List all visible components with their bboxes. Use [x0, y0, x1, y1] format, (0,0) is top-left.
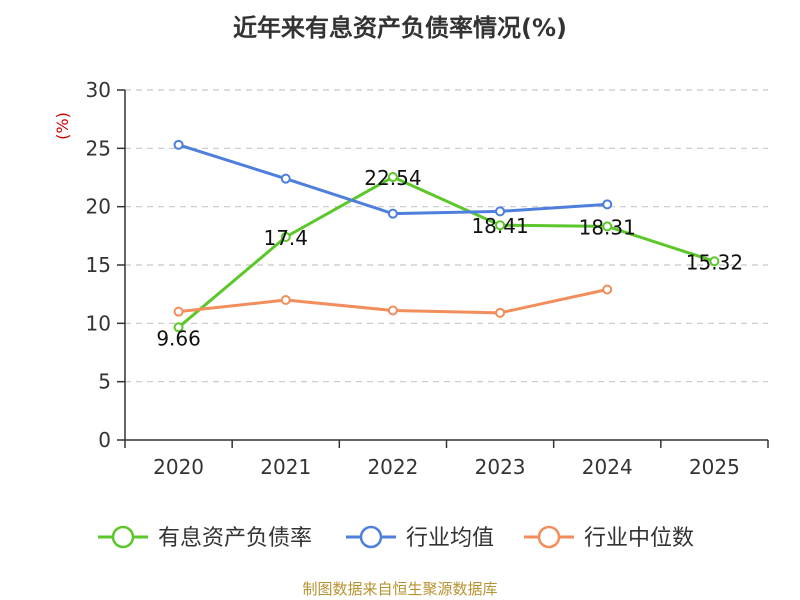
legend-label: 行业均值	[406, 526, 494, 551]
x-tick-label: 2024	[582, 455, 633, 479]
data-labels: 9.66 17.4 22.54 18.41 18.31 15.32	[156, 166, 743, 350]
data-label: 15.32	[686, 250, 743, 274]
x-tick-label: 2023	[475, 455, 526, 479]
y-tick-label: 15	[86, 253, 111, 277]
data-point	[602, 199, 613, 210]
data-label: 18.31	[579, 215, 636, 239]
x-tick-label: 2020	[153, 455, 204, 479]
data-point	[602, 221, 613, 232]
data-point	[387, 305, 398, 316]
data-point	[280, 232, 291, 242]
y-tick-label: 25	[86, 136, 111, 160]
x-tick-label: 2022	[367, 455, 418, 479]
legend-marker	[537, 525, 561, 549]
y-tick-label: 20	[86, 195, 111, 219]
data-point	[495, 307, 506, 318]
data-point	[495, 206, 506, 217]
legend: 有息资产负债率 行业均值 行业中位数	[98, 525, 694, 551]
data-point	[280, 295, 291, 305]
data-point	[173, 322, 184, 333]
data-point	[387, 172, 398, 183]
data-point	[602, 284, 613, 295]
data-point	[387, 208, 398, 219]
data-point	[173, 306, 184, 317]
data-label: 17.4	[263, 226, 308, 250]
legend-label: 行业中位数	[584, 526, 694, 551]
y-tick-label: 5	[98, 370, 111, 394]
series-lines	[173, 139, 720, 333]
source-note: 制图数据来自恒生聚源数据库	[302, 580, 498, 598]
data-label: 18.41	[471, 214, 528, 238]
data-label: 9.66	[156, 326, 201, 350]
legend-label: 有息资产负债率	[158, 526, 312, 551]
grid-lines	[125, 89, 768, 383]
series-line	[177, 175, 715, 329]
data-label: 22.54	[364, 166, 421, 190]
data-point	[173, 139, 184, 150]
y-tick-label: 0	[98, 428, 111, 452]
legend-marker	[111, 525, 135, 549]
data-point	[495, 220, 506, 231]
legend-marker	[359, 525, 383, 549]
data-point	[709, 256, 720, 267]
chart-title: 近年来有息资产负债率情况(%)	[233, 14, 567, 42]
y-tick-label: 30	[86, 78, 111, 102]
y-axis-label: (%)	[53, 112, 72, 140]
x-tick-label: 2021	[260, 455, 311, 479]
y-tick-label: 10	[86, 311, 111, 335]
data-point	[280, 173, 291, 184]
x-tick-label: 2025	[689, 455, 740, 479]
